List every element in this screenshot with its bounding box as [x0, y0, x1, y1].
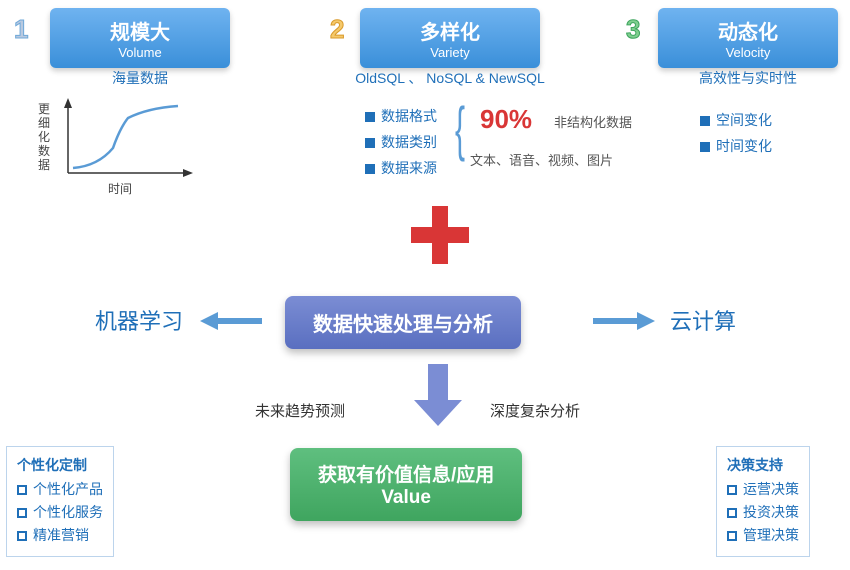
checkbox-icon — [17, 531, 27, 541]
arrow-right-icon — [585, 306, 655, 336]
col3-title: 动态化 — [658, 16, 838, 45]
col1-title: 规模大 — [50, 16, 230, 45]
list-item: 数据来源 — [365, 158, 437, 178]
arrow-left-icon — [200, 306, 270, 336]
col1-header: 规模大Volume — [50, 8, 230, 68]
center-box: 数据快速处理与分析 — [285, 296, 521, 349]
bottom-box: 获取有价值信息/应用 Value — [290, 448, 522, 521]
right-label: 云计算 — [670, 304, 736, 336]
col2-sub: Variety — [360, 45, 540, 60]
list-item: 运营决策 — [727, 479, 799, 499]
item-label: 精准营销 — [33, 527, 89, 543]
checkbox-icon — [17, 485, 27, 495]
checkbox-icon — [727, 531, 737, 541]
item-label: 个性化产品 — [33, 481, 103, 497]
checkbox-icon — [727, 508, 737, 518]
bullet-icon — [365, 112, 375, 122]
col-num-3: 3 — [626, 14, 640, 45]
item-label: 空间变化 — [716, 112, 772, 128]
bullet-icon — [700, 142, 710, 152]
mid-right-label: 深度复杂分析 — [490, 400, 580, 421]
bullet-icon — [365, 164, 375, 174]
plus-icon — [405, 200, 475, 270]
item-label: 管理决策 — [743, 527, 799, 543]
col2-right1: 非结构化数据 — [554, 112, 632, 131]
col3-sub: Velocity — [658, 45, 838, 60]
list-item: 个性化产品 — [17, 479, 103, 499]
col1-sub: Volume — [50, 45, 230, 60]
mid-left-label: 未来趋势预测 — [255, 400, 345, 421]
item-label: 数据类别 — [381, 134, 437, 150]
bl-box: 个性化定制 个性化产品 个性化服务 精准营销 — [6, 446, 114, 557]
bracket-icon: { — [455, 94, 465, 163]
bottom-line2: Value — [318, 487, 494, 509]
col2-title: 多样化 — [360, 16, 540, 45]
bl-title: 个性化定制 — [17, 455, 103, 475]
col-num-1: 1 — [14, 14, 28, 45]
item-label: 数据格式 — [381, 108, 437, 124]
col2-subtitle: OldSQL 、 NoSQL & NewSQL — [340, 68, 560, 88]
br-title: 决策支持 — [727, 455, 799, 475]
col2-list: 数据格式 数据类别 数据来源 — [365, 100, 437, 184]
item-label: 个性化服务 — [33, 504, 103, 520]
col3-header: 动态化Velocity — [658, 8, 838, 68]
percent-label: 90% — [480, 104, 532, 135]
item-label: 运营决策 — [743, 481, 799, 497]
item-label: 时间变化 — [716, 138, 772, 154]
bullet-icon — [700, 116, 710, 126]
chart-xlabel: 时间 — [108, 180, 132, 197]
item-label: 数据来源 — [381, 160, 437, 176]
checkbox-icon — [727, 485, 737, 495]
br-box: 决策支持 运营决策 投资决策 管理决策 — [716, 446, 810, 557]
list-item: 数据格式 — [365, 106, 437, 126]
col3-list: 空间变化 时间变化 — [700, 104, 772, 162]
list-item: 时间变化 — [700, 136, 772, 156]
list-item: 管理决策 — [727, 525, 799, 545]
list-item: 精准营销 — [17, 525, 103, 545]
item-label: 投资决策 — [743, 504, 799, 520]
list-item: 个性化服务 — [17, 502, 103, 522]
mini-chart: 更细化数据 时间 — [38, 98, 208, 193]
col2-right2: 文本、语音、视频、图片 — [470, 150, 613, 169]
col1-subtitle: 海量数据 — [50, 68, 230, 88]
col2-header: 多样化Variety — [360, 8, 540, 68]
arrow-down-icon — [408, 360, 468, 430]
left-label: 机器学习 — [95, 304, 183, 336]
col-num-2: 2 — [330, 14, 344, 45]
list-item: 空间变化 — [700, 110, 772, 130]
bullet-icon — [365, 138, 375, 148]
list-item: 数据类别 — [365, 132, 437, 152]
col3-subtitle: 高效性与实时性 — [658, 68, 838, 88]
checkbox-icon — [17, 508, 27, 518]
list-item: 投资决策 — [727, 502, 799, 522]
chart-ylabel: 更细化数据 — [38, 102, 52, 172]
bottom-line1: 获取有价值信息/应用 — [318, 460, 494, 487]
